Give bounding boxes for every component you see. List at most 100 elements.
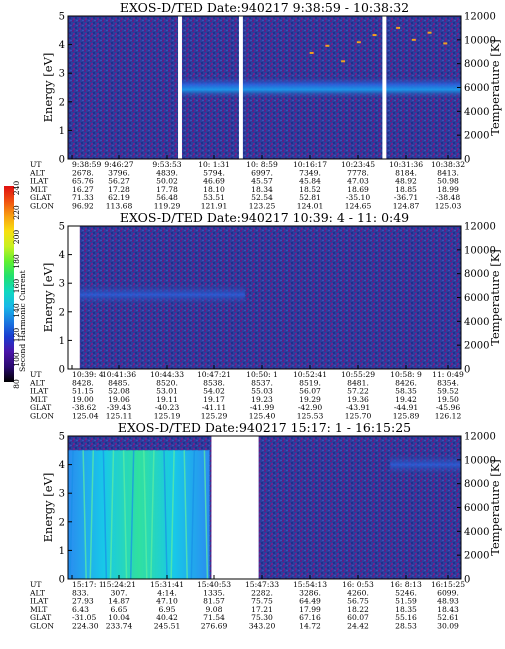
y-tick-label: 3 — [59, 69, 65, 80]
temperature-point — [411, 38, 416, 41]
y-right-tick-label: 10000 — [464, 35, 496, 46]
info-cell: 8520. — [156, 378, 178, 387]
info-cell: 5794. — [203, 168, 225, 177]
info-cell: 2678. — [72, 168, 94, 177]
info-cell: 46.69 — [203, 177, 225, 186]
info-cell: 15:47:33 — [245, 580, 279, 589]
info-cell: 53.51 — [203, 193, 225, 202]
y-right-tick-label: 8000 — [464, 269, 489, 280]
y-tick-label: 5 — [59, 12, 65, 23]
y-tick-label: 3 — [59, 279, 65, 290]
y-right-tick-label: 2000 — [464, 131, 489, 142]
info-cell: 54.02 — [203, 387, 225, 396]
intensity-streak — [190, 450, 196, 580]
panel-title: EXOS-D/TED Date:940217 15:17: 1 - 16:15:… — [118, 420, 411, 435]
info-cell: 10:38:32 — [431, 160, 465, 169]
y-tick-label: 0 — [59, 365, 65, 376]
info-cell: 3796. — [108, 168, 130, 177]
info-cell: 6.43 — [72, 605, 89, 614]
info-cell: -31.05 — [72, 613, 96, 622]
info-cell: 125.29 — [201, 412, 228, 421]
info-cell: 124.01 — [297, 202, 324, 211]
info-cell: 11: 0:49 — [432, 370, 464, 379]
info-cell: 96.92 — [72, 202, 94, 211]
intensity-streak — [89, 450, 95, 580]
plasma-band — [390, 453, 461, 476]
info-cell: 6.65 — [111, 605, 128, 614]
temperature-point — [325, 44, 330, 47]
y-tick-label: 4 — [59, 40, 65, 51]
info-cell: -45.96 — [436, 403, 460, 412]
info-cell: 19.50 — [437, 395, 459, 404]
info-cell: 19.36 — [347, 395, 369, 404]
info-cell: 125.70 — [345, 412, 372, 421]
y-axis-label: Energy [eV] — [41, 263, 55, 333]
temperature-point — [356, 41, 361, 44]
info-cell: 18.85 — [395, 185, 417, 194]
y-tick-label: 1 — [59, 546, 65, 557]
info-cell: 19.06 — [108, 395, 130, 404]
y-right-tick-label: 12000 — [464, 432, 496, 443]
info-cell: 18.52 — [299, 185, 321, 194]
orbit-info-table: UT 9:38:59 9:46:27 9:53:53 10: 1:31 10: 8:59 1… — [29, 160, 465, 211]
temperature-point — [443, 42, 448, 45]
spectrogram-panel-2: EXOS-D/TED Date:940217 10:39: 4 - 11: 0:… — [29, 210, 502, 421]
intensity-streak — [183, 450, 188, 580]
info-cell: 51.59 — [395, 597, 417, 606]
info-row-label: GLAT — [30, 193, 51, 202]
info-cell: 75.30 — [251, 613, 273, 622]
info-cell: 15:24:21 — [102, 580, 136, 589]
info-row-label: UT — [30, 580, 41, 589]
info-cell: 18.22 — [347, 605, 369, 614]
info-cell: 15:40:53 — [197, 580, 231, 589]
info-cell: 10:52:41 — [293, 370, 327, 379]
temperature-point — [396, 26, 401, 29]
info-cell: 8413. — [437, 168, 459, 177]
colorbar-tick-label: 120 — [12, 328, 21, 343]
colorbar-tick-label: 140 — [12, 303, 21, 318]
info-cell: 48.92 — [395, 177, 417, 186]
info-cell: 10: 1:31 — [198, 160, 230, 169]
info-cell: 10:44:33 — [150, 370, 184, 379]
temperature-point — [341, 60, 346, 63]
info-row-label: GLON — [30, 622, 54, 631]
y-right-tick-label: 0 — [464, 365, 470, 376]
y-right-tick-label: 4000 — [464, 317, 489, 328]
colorbar-tick-label: 160 — [12, 279, 21, 294]
info-cell: 17.78 — [156, 185, 178, 194]
info-cell: -35.10 — [346, 193, 370, 202]
info-cell: -38.48 — [436, 193, 460, 202]
y-tick-label: 3 — [59, 489, 65, 500]
info-cell: 56.48 — [156, 193, 178, 202]
colorbar-scale — [4, 186, 14, 382]
info-cell: 10:39: 4 — [72, 370, 104, 379]
info-cell: 55.03 — [251, 387, 273, 396]
info-cell: 123.25 — [249, 202, 276, 211]
y-right-tick-label: 4000 — [464, 527, 489, 538]
y-tick-label: 4 — [59, 460, 65, 471]
info-cell: -36.71 — [394, 193, 418, 202]
info-cell: 10:58: 9 — [390, 370, 422, 379]
colorbar-tick-label: 180 — [12, 254, 21, 269]
info-cell: 52.81 — [299, 193, 321, 202]
y-right-tick-label: 6000 — [464, 293, 489, 304]
info-cell: 16:15:25 — [431, 580, 465, 589]
info-cell: -40.23 — [155, 403, 179, 412]
info-cell: -41.11 — [202, 403, 226, 412]
info-cell: 5246. — [395, 588, 417, 597]
info-cell: 81.57 — [203, 597, 225, 606]
intensity-streak — [82, 450, 87, 580]
info-cell: 50.02 — [156, 177, 178, 186]
y-tick-label: 4 — [59, 250, 65, 261]
info-row-label: UT — [30, 160, 41, 169]
info-cell: 14.72 — [299, 622, 321, 631]
temperature-point — [427, 31, 432, 34]
y-right-tick-label: 8000 — [464, 479, 489, 490]
info-cell: 125.19 — [154, 412, 181, 421]
info-cell: 45.57 — [251, 177, 273, 186]
data-gap — [238, 16, 243, 159]
info-cell: 276.69 — [201, 622, 228, 631]
info-cell: 113.68 — [106, 202, 133, 211]
info-cell: 27.93 — [72, 597, 94, 606]
info-cell: 126.12 — [435, 412, 462, 421]
